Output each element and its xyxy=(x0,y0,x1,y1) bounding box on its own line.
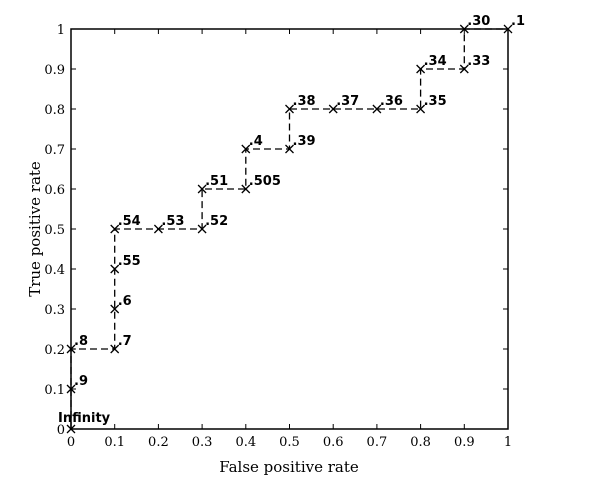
point-label: .36 xyxy=(380,94,403,109)
y-tick-label: 0.4 xyxy=(44,263,65,278)
point-marker xyxy=(285,144,294,154)
point-label: .51 xyxy=(205,174,228,189)
y-tick-label: 0.6 xyxy=(44,183,65,198)
point-marker xyxy=(416,64,426,74)
point-marker xyxy=(110,224,120,234)
point-label: .4 xyxy=(249,134,263,149)
point-marker xyxy=(241,184,251,194)
threshold-labels: Infinity .9 .8 .7 .6 .55 .54 .53 .52 .51 .505 .4 .39… xyxy=(58,14,525,426)
point-marker xyxy=(416,104,426,114)
point-marker xyxy=(66,384,76,394)
point-label: .6 xyxy=(118,294,132,309)
point-label: .30 xyxy=(467,14,490,29)
point-label: .8 xyxy=(74,334,88,349)
y-tick-label: 0.7 xyxy=(44,143,65,158)
y-tick-label: 0.8 xyxy=(44,103,65,118)
x-tick-label: 0.3 xyxy=(192,435,213,450)
point-marker xyxy=(285,104,294,114)
y-tick-label: 0.2 xyxy=(44,343,65,358)
point-marker xyxy=(197,184,207,194)
y-tick-label: 0.5 xyxy=(44,223,65,238)
x-tick-label: 0.5 xyxy=(279,435,300,450)
point-marker xyxy=(503,24,513,34)
point-label: .53 xyxy=(161,214,184,229)
point-label: .7 xyxy=(118,334,132,349)
point-label: .52 xyxy=(205,214,228,229)
point-marker xyxy=(66,344,76,354)
x-tick-label: 0.9 xyxy=(454,435,475,450)
point-marker xyxy=(197,224,207,234)
point-label: .54 xyxy=(118,214,141,229)
y-axis-ticks: 0 0.1 0.2 0.3 0.4 0.5 0.6 0.7 0.8 0.9 1 xyxy=(44,23,508,438)
point-marker xyxy=(459,24,469,34)
x-tick-label: 0.8 xyxy=(410,435,431,450)
roc-markers xyxy=(66,24,513,434)
point-label: .9 xyxy=(74,374,88,389)
y-tick-label: 0.3 xyxy=(44,303,65,318)
point-label: .55 xyxy=(118,254,141,269)
x-tick-label: 0 xyxy=(67,435,75,450)
x-tick-label: 0.6 xyxy=(323,435,344,450)
point-marker xyxy=(372,104,382,114)
point-label: .37 xyxy=(336,94,359,109)
point-marker xyxy=(110,304,120,314)
x-tick-label: 0.1 xyxy=(104,435,125,450)
point-label: .35 xyxy=(424,94,447,109)
y-axis-title: True positive rate xyxy=(26,161,44,297)
point-label: Infinity xyxy=(58,411,111,426)
point-label: .34 xyxy=(424,54,447,69)
x-tick-label: 0.4 xyxy=(235,435,256,450)
x-axis-title: False positive rate xyxy=(219,458,359,476)
point-label: .38 xyxy=(293,94,316,109)
y-tick-label: 0 xyxy=(57,423,65,438)
roc-curve-line xyxy=(70,28,508,429)
point-marker xyxy=(153,224,163,234)
point-label: .33 xyxy=(467,54,490,69)
point-label: .1 xyxy=(511,14,525,29)
x-tick-label: 0.2 xyxy=(148,435,169,450)
point-marker xyxy=(459,64,469,74)
y-tick-label: 0.1 xyxy=(44,383,65,398)
point-label: .505 xyxy=(249,174,281,189)
y-tick-label: 1 xyxy=(57,23,65,38)
point-marker xyxy=(328,104,338,114)
x-tick-label: 1 xyxy=(504,435,512,450)
point-marker xyxy=(110,344,120,354)
x-tick-label: 0.7 xyxy=(367,435,388,450)
point-marker xyxy=(241,144,251,154)
point-marker xyxy=(110,264,120,274)
y-tick-label: 0.9 xyxy=(44,63,65,78)
point-label: .39 xyxy=(293,134,316,149)
point-marker xyxy=(66,424,76,434)
x-axis-ticks: 0 0.1 0.2 0.3 0.4 0.5 0.6 0.7 0.8 0.9 1 xyxy=(67,29,512,450)
